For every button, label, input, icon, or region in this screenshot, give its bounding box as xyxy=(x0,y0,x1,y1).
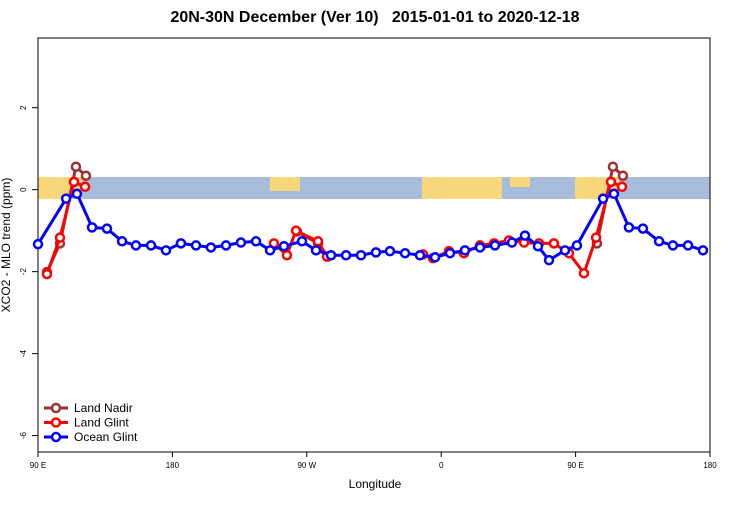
data-point xyxy=(71,188,83,200)
data-point xyxy=(281,249,293,261)
x-tick-label: 0 xyxy=(439,461,444,470)
data-point xyxy=(235,237,247,248)
map-strip xyxy=(38,177,710,199)
data-point xyxy=(616,181,628,193)
data-point xyxy=(682,240,694,251)
data-point xyxy=(444,247,456,259)
data-point xyxy=(205,242,217,253)
data-point xyxy=(543,254,555,266)
data-point xyxy=(414,249,426,261)
data-point xyxy=(290,225,302,236)
x-tick-label: 180 xyxy=(703,461,717,470)
data-point xyxy=(130,240,142,251)
x-tick-label: 90 W xyxy=(297,461,316,470)
data-point xyxy=(60,193,72,204)
y-axis-label: XCO2 - MLO trend (ppm) xyxy=(0,178,13,313)
data-point xyxy=(559,245,571,256)
data-point xyxy=(697,245,709,256)
data-point xyxy=(597,193,609,204)
chart-title: 20N-30N December (Ver 10) 2015-01-01 to … xyxy=(170,9,579,26)
legend-marker xyxy=(50,417,62,428)
y-tick-label: -6 xyxy=(19,432,28,440)
x-tick-label: 180 xyxy=(166,461,180,470)
data-point xyxy=(617,170,629,181)
data-point xyxy=(32,238,44,250)
data-point xyxy=(608,188,620,200)
data-point xyxy=(175,238,187,249)
land-patch xyxy=(270,177,300,191)
y-tick-label: 0 xyxy=(19,187,28,192)
x-tick-label: 90 E xyxy=(567,461,583,470)
data-point xyxy=(399,247,411,259)
data-point xyxy=(190,240,202,251)
data-point xyxy=(384,245,396,257)
data-point xyxy=(160,245,172,256)
data-point xyxy=(667,240,679,251)
data-point xyxy=(605,176,617,188)
data-point xyxy=(637,223,649,234)
x-tick-label: 90 E xyxy=(30,461,46,470)
data-point xyxy=(355,249,367,261)
data-point xyxy=(590,232,602,243)
data-point xyxy=(489,240,501,251)
data-point xyxy=(101,223,113,234)
data-point xyxy=(370,247,382,258)
plot-area xyxy=(32,161,709,280)
data-point xyxy=(68,176,80,188)
data-point xyxy=(578,268,590,279)
legend-label: Land Nadir xyxy=(74,401,133,415)
data-point xyxy=(519,230,531,241)
y-tick-label: 2 xyxy=(19,105,28,110)
data-point xyxy=(429,252,441,263)
data-point xyxy=(312,236,324,247)
data-point xyxy=(86,222,98,233)
data-point xyxy=(623,222,635,233)
land-patch xyxy=(422,177,502,199)
data-point xyxy=(278,240,290,252)
data-point xyxy=(145,240,157,251)
data-point xyxy=(506,237,518,248)
data-point xyxy=(325,249,337,261)
data-point xyxy=(548,238,560,249)
legend-label: Ocean Glint xyxy=(74,430,138,444)
data-point xyxy=(220,240,232,251)
legend-marker xyxy=(50,431,62,443)
data-point xyxy=(250,236,262,247)
ocean-band xyxy=(38,177,710,199)
data-point xyxy=(310,245,322,256)
legend-marker xyxy=(50,402,62,414)
data-point xyxy=(54,232,66,243)
data-point xyxy=(571,240,583,251)
data-point xyxy=(80,170,92,181)
x-axis-label: Longitude xyxy=(349,477,402,491)
data-point xyxy=(607,161,619,172)
data-point xyxy=(79,181,91,193)
data-point xyxy=(459,245,471,256)
data-point xyxy=(532,240,544,252)
data-point xyxy=(296,236,308,247)
land-patch xyxy=(510,177,530,187)
data-point xyxy=(340,249,352,261)
y-tick-label: -2 xyxy=(19,268,28,276)
legend-label: Land Glint xyxy=(74,416,129,430)
data-point xyxy=(474,242,486,253)
data-point xyxy=(653,236,665,247)
data-point xyxy=(70,161,82,172)
y-tick-label: -4 xyxy=(19,350,28,358)
data-point xyxy=(264,245,276,256)
data-point xyxy=(116,236,128,247)
data-point xyxy=(41,268,53,280)
